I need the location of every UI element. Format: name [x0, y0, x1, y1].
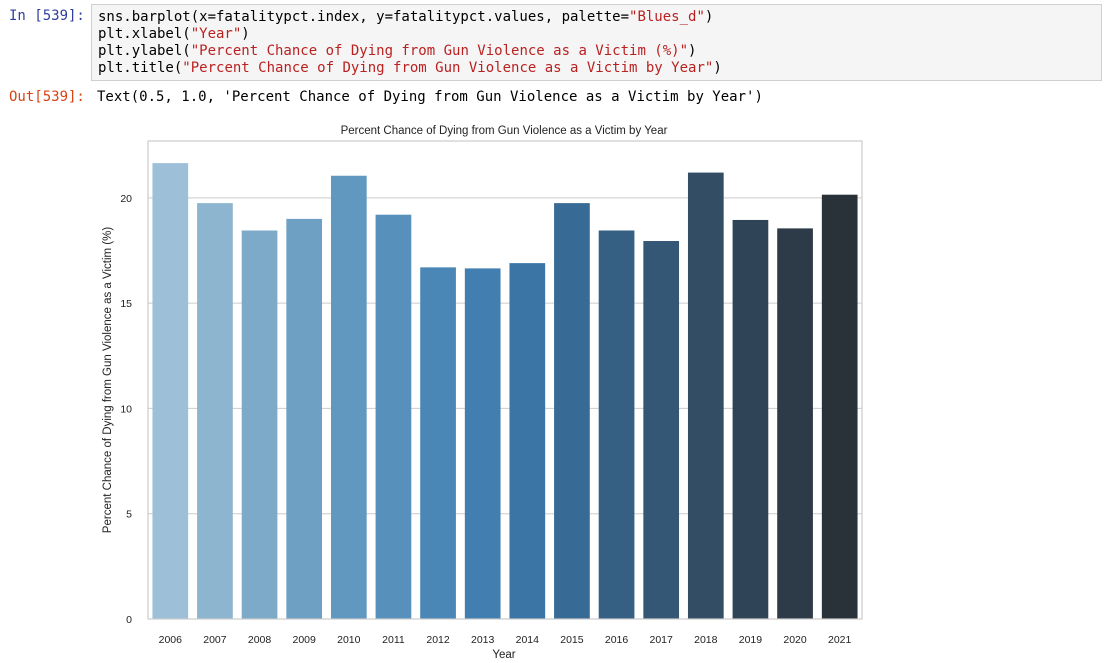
- x-tick-label: 2011: [382, 634, 405, 646]
- x-tick-label: 2018: [694, 634, 718, 646]
- code-line: plt.title("Percent Chance of Dying from …: [98, 60, 1095, 77]
- bar-2015: [554, 203, 590, 619]
- x-tick-label: 2016: [605, 634, 629, 646]
- code-token: ): [713, 60, 722, 76]
- x-ticks: 2006 2007 2008 2009 2010 2011 2012 2013 2014 2015…: [159, 634, 852, 646]
- bar-2008: [241, 230, 278, 619]
- code-cell-editor[interactable]: sns.barplot(x=fatalitypct.index, y=fatal…: [91, 4, 1102, 81]
- y-axis-label: Percent Chance of Dying from Gun Violenc…: [102, 227, 114, 534]
- code-token: plt.title(: [98, 60, 183, 76]
- code-line: plt.ylabel("Percent Chance of Dying from…: [98, 43, 1095, 60]
- input-prompt: In [539]:: [9, 8, 85, 24]
- x-tick-label: 2010: [337, 634, 361, 646]
- output-text: Text(0.5, 1.0, 'Percent Chance of Dying …: [97, 89, 763, 105]
- bar-2014: [509, 263, 546, 619]
- plot-frame: [147, 140, 863, 620]
- code-line: plt.xlabel("Year"): [98, 26, 1095, 43]
- y-tick-label: 10: [120, 403, 132, 415]
- bar-chart: Percent Chance of Dying from Gun Violenc…: [102, 125, 863, 661]
- y-ticks: 0 5 10 15 20: [120, 193, 132, 626]
- y-tick-label: 0: [126, 614, 132, 626]
- code-line: sns.barplot(x=fatalitypct.index, y=fatal…: [98, 9, 1095, 26]
- x-tick-label: 2021: [828, 634, 852, 646]
- bars: [152, 163, 858, 619]
- x-tick-label: 2007: [203, 634, 227, 646]
- x-tick-label: 2014: [516, 634, 540, 646]
- bar-2007: [197, 203, 233, 619]
- y-tick-label: 15: [120, 298, 132, 310]
- x-tick-label: 2013: [471, 634, 495, 646]
- bar-2020: [777, 228, 813, 619]
- y-tick-label: 5: [126, 509, 132, 521]
- code-token: ): [241, 26, 250, 42]
- bar-2017: [643, 241, 680, 619]
- x-tick-label: 2009: [293, 634, 317, 646]
- code-token: sns.barplot(x=fatalitypct.index, y=fatal…: [98, 9, 630, 25]
- output-prompt: Out[539]:: [9, 89, 85, 105]
- x-tick-label: 2020: [783, 634, 807, 646]
- code-string: "Percent Chance of Dying from Gun Violen…: [182, 60, 714, 76]
- code-string: "Blues_d": [629, 9, 705, 25]
- x-tick-label: 2006: [159, 634, 183, 646]
- bar-2011: [375, 214, 412, 619]
- x-tick-label: 2017: [650, 634, 674, 646]
- code-string: "Year": [190, 26, 242, 42]
- code-string: "Percent Chance of Dying from Gun Violen…: [190, 43, 689, 59]
- bar-2009: [286, 218, 323, 619]
- code-token: plt.ylabel(: [98, 43, 191, 59]
- bar-2021: [821, 194, 858, 619]
- code-token: plt.xlabel(: [98, 26, 191, 42]
- x-axis-label: Year: [492, 649, 515, 661]
- code-token: ): [688, 43, 697, 59]
- bar-2010: [330, 175, 367, 619]
- x-tick-label: 2012: [426, 634, 450, 646]
- bar-2013: [464, 268, 501, 619]
- bar-2012: [420, 267, 456, 619]
- x-tick-label: 2008: [248, 634, 272, 646]
- x-tick-label: 2015: [560, 634, 584, 646]
- y-tick-label: 20: [120, 193, 132, 205]
- code-token: ): [704, 9, 714, 25]
- chart-title: Percent Chance of Dying from Gun Violenc…: [341, 125, 668, 137]
- bar-2016: [598, 230, 635, 619]
- bar-2019: [732, 219, 769, 619]
- bar-2018: [687, 172, 724, 619]
- bar-2006: [152, 163, 189, 619]
- x-tick-label: 2019: [739, 634, 763, 646]
